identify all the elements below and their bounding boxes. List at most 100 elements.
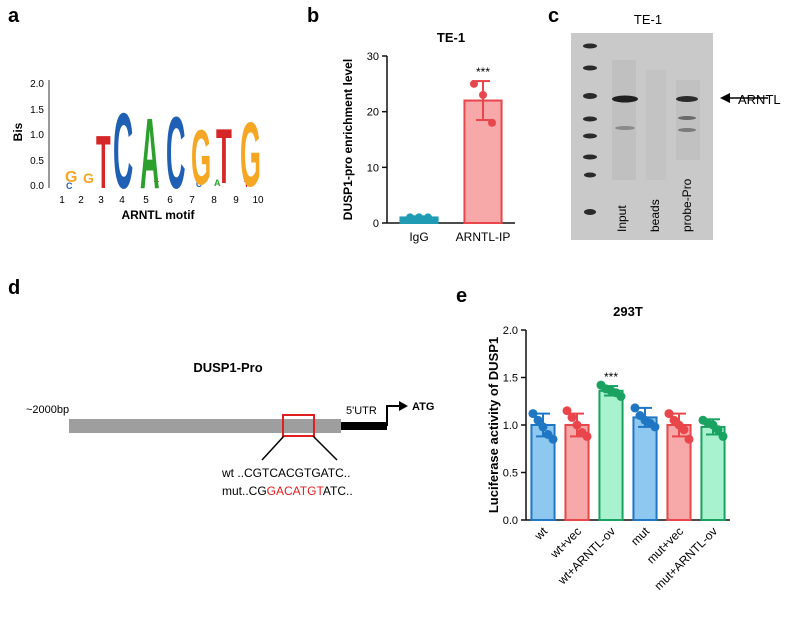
blot-title: TE-1 <box>634 12 662 27</box>
wt-sequence: wt ..CGTCACGTGATC.. <box>221 466 350 480</box>
logo-xtick: 3 <box>98 195 104 206</box>
logo-xtick: 9 <box>233 195 239 206</box>
blot-band-input <box>612 95 638 103</box>
blot-lane-smear <box>612 60 636 180</box>
blot-band-probe-pro <box>676 96 698 102</box>
panel-a-motif-logo: Bis 2.0 1.5 1.0 0.5 0.0 G C G T G C A T … <box>11 79 264 222</box>
y-tick-label: 20 <box>367 107 379 119</box>
logo-letter-t: T <box>96 121 111 205</box>
logo-xtick: 8 <box>211 195 217 206</box>
significance-marker: *** <box>604 370 618 384</box>
utr-label: 5'UTR <box>346 405 377 417</box>
logo-letter-g: G <box>240 105 261 207</box>
logo-ytick: 0.0 <box>30 181 44 192</box>
data-point <box>538 422 548 432</box>
y-tick-label: 0 <box>373 218 379 230</box>
y-tick-label: 0.0 <box>503 515 518 527</box>
logo-ytick: 1.5 <box>30 105 44 116</box>
y-tick-label: 10 <box>367 162 379 174</box>
blot-band-faint <box>678 116 696 120</box>
logo-xtick: 1 <box>59 195 65 206</box>
mut-suffix: ATC.. <box>323 484 353 498</box>
logo-xtick: 2 <box>78 195 84 206</box>
logo-letter-c: C <box>166 95 185 210</box>
data-point <box>664 409 674 419</box>
logo-xtick: 4 <box>119 195 125 206</box>
category-label: ARNTL-IP <box>456 230 511 244</box>
wt-seq: CGTCACGTGATC.. <box>244 466 350 480</box>
panel-label-b: b <box>307 5 319 27</box>
chart-title: TE-1 <box>437 30 465 45</box>
logo-minor-letter: G <box>83 170 94 186</box>
tss-arrow-head <box>399 401 408 411</box>
logo-minor-letter: G <box>65 169 77 186</box>
data-point <box>528 409 538 419</box>
tss-arrow <box>386 405 402 426</box>
zoom-line-right <box>312 435 338 461</box>
y-tick-label: 30 <box>367 51 379 63</box>
data-point <box>415 213 423 222</box>
data-point <box>424 213 432 222</box>
data-point <box>684 434 694 444</box>
logo-xtick: 10 <box>252 195 264 206</box>
data-point <box>616 392 626 401</box>
data-point <box>548 434 558 444</box>
data-point <box>718 431 728 441</box>
logo-letter-a: A <box>140 98 159 210</box>
category-label: IgG <box>409 230 428 244</box>
data-point <box>567 412 577 422</box>
blot-lane-label: probe-Pro <box>680 178 694 232</box>
data-point <box>572 420 582 430</box>
logo-xtick: 7 <box>189 195 195 206</box>
data-point <box>713 425 723 435</box>
logo-letter-g: G <box>191 114 211 201</box>
data-point <box>470 79 478 88</box>
data-point <box>562 406 572 416</box>
logo-letter-t: T <box>216 113 232 200</box>
blot-lane-label: beads <box>648 199 662 232</box>
binding-site-box <box>282 414 315 437</box>
panel-label-e: e <box>456 285 467 307</box>
category-label: wt <box>531 524 551 544</box>
category-label: mut+ARNTL-ov <box>652 524 721 593</box>
blot-lane-smear <box>676 80 700 160</box>
logo-minor-letter: A <box>214 178 221 188</box>
panel-b-enrichment-chart: TE-1 DUSP1-pro enrichment level 0 10 20 30 IgG… <box>341 30 515 244</box>
logo-ytick: 1.0 <box>30 130 44 141</box>
logo-minor-letter: T <box>244 180 249 189</box>
logo-letter-c: C <box>113 91 133 211</box>
y-axis-label: Luciferase activity of DUSP1 <box>486 337 501 513</box>
utr-bar <box>341 422 387 430</box>
logo-ytick: 2.0 <box>30 79 44 90</box>
promoter-length-label: ~2000bp <box>26 404 69 416</box>
data-point <box>479 90 487 99</box>
zoom-line-left <box>261 435 285 461</box>
atg-label: ATG <box>412 401 434 413</box>
y-tick-label: 1.5 <box>503 373 518 385</box>
wt-prefix: wt .. <box>221 466 244 480</box>
panel-label-a: a <box>8 5 20 27</box>
logo-minor-letter: T <box>154 180 159 189</box>
data-point <box>488 118 496 127</box>
logo-ytick: 0.5 <box>30 156 44 167</box>
panel-label-d: d <box>8 277 20 299</box>
blot-band-faint <box>678 128 696 132</box>
blot-lane-smear <box>646 70 666 180</box>
data-point <box>582 431 592 441</box>
data-point <box>650 422 660 432</box>
logo-xlabel: ARNTL motif <box>121 208 195 222</box>
blot-band-faint <box>615 126 635 130</box>
significance-marker: *** <box>476 65 490 79</box>
blot-ladder <box>583 43 597 215</box>
logo-xtick: 6 <box>167 195 173 206</box>
promoter-title: DUSP1-Pro <box>193 360 262 375</box>
logo-minor-letter: C <box>196 180 202 189</box>
data-point <box>630 403 640 413</box>
y-tick-label: 2.0 <box>503 325 518 337</box>
panel-d-promoter-schematic: DUSP1-Pro ~2000bp 5'UTR ATG wt ..CGTCACG… <box>26 360 434 498</box>
data-point <box>679 425 689 435</box>
blot-arrow-label: ARNTL <box>738 92 781 107</box>
logo-ylabel: Bis <box>11 122 25 141</box>
